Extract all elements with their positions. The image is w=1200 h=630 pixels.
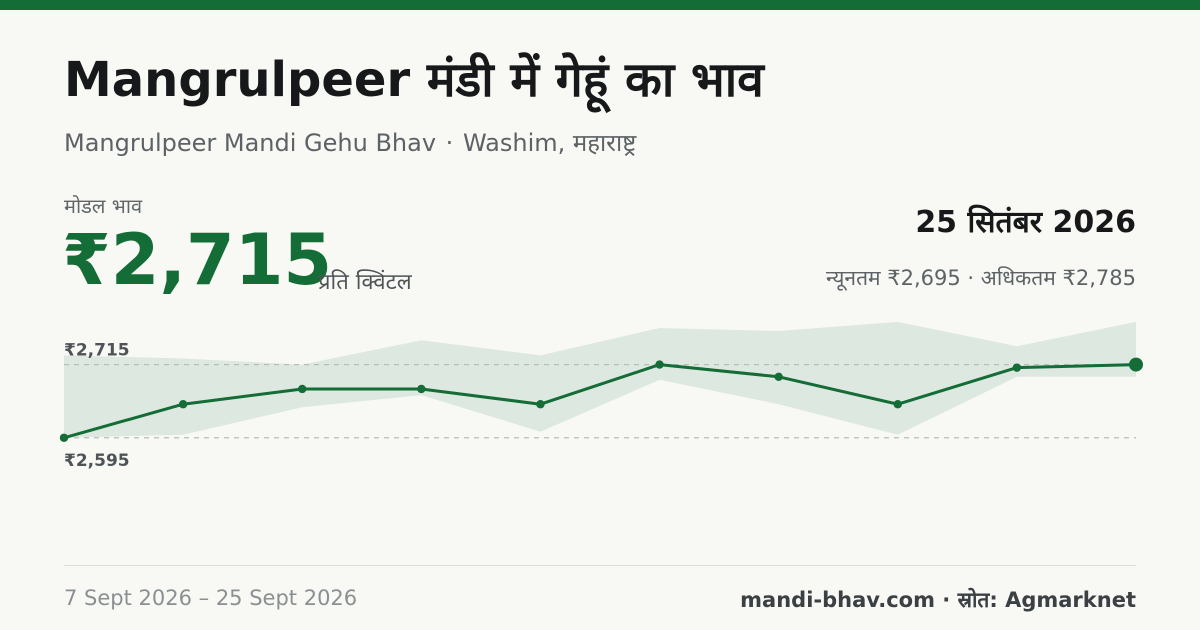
price-date: 25 सितंबर 2026 bbox=[915, 205, 1136, 240]
modal-price-point bbox=[1012, 363, 1022, 372]
modal-points bbox=[59, 357, 1143, 442]
modal-price-point bbox=[178, 400, 188, 409]
modal-price-point bbox=[893, 400, 902, 409]
subtitle-separator: · bbox=[445, 129, 454, 157]
footer-divider bbox=[64, 565, 1136, 566]
page-subtitle: Mangrulpeer Mandi Gehu Bhav · Washim, मह… bbox=[64, 126, 636, 159]
footer-source: mandi-bhav.com · स्रोत: Agmarknet bbox=[740, 588, 1136, 612]
modal-price-point bbox=[59, 433, 69, 442]
footer-date-range: 7 Sept 2026 – 25 Sept 2026 bbox=[64, 586, 358, 610]
modal-price-label: मोडल भाव bbox=[64, 194, 143, 218]
page-title: Mangrulpeer मंडी में गेहूं का भाव bbox=[64, 52, 764, 108]
modal-price-point bbox=[298, 384, 307, 394]
reference-lines: ₹2,715 ₹2,595 bbox=[64, 341, 1136, 471]
min-max-range: न्यूनतम ₹2,695 · अधिकतम ₹2,785 bbox=[826, 266, 1136, 290]
modal-line-layer bbox=[63, 363, 1137, 440]
modal-price-value: ₹2,715 bbox=[62, 219, 333, 301]
top-accent-bar bbox=[0, 0, 1200, 10]
min-max-band-layer bbox=[64, 321, 1136, 438]
price-unit: प्रति क्विंटल bbox=[318, 270, 412, 295]
subtitle-location: Washim, महाराष्ट्र bbox=[462, 129, 637, 157]
min-max-band bbox=[64, 321, 1136, 438]
reference-label: ₹2,715 bbox=[64, 341, 130, 361]
subtitle-mandi: Mangrulpeer Mandi Gehu Bhav bbox=[64, 129, 437, 157]
price-chart: ₹2,715 ₹2,595 bbox=[59, 321, 1143, 471]
reference-label: ₹2,595 bbox=[64, 451, 130, 471]
modal-price-point bbox=[536, 400, 545, 409]
modal-price-point bbox=[417, 384, 426, 394]
modal-price-point bbox=[655, 360, 664, 369]
modal-price-line bbox=[63, 363, 1137, 440]
latest-price-point bbox=[1129, 357, 1143, 372]
modal-price-point bbox=[774, 372, 783, 381]
